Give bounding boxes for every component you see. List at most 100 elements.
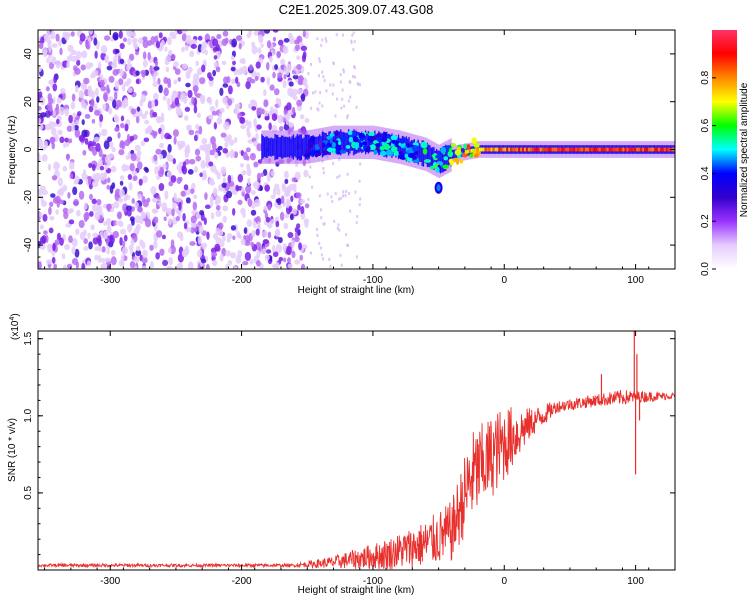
noise-speckle (99, 113, 104, 122)
noise-speckle (232, 208, 236, 216)
noise-speckle (256, 172, 262, 181)
noise-speckle (185, 197, 191, 204)
colorbar-label: Normalized spectral amplitude (739, 82, 750, 217)
noise-speckle (325, 39, 328, 43)
noise-speckle (334, 191, 337, 195)
colorbar-tick-label: 0.8 (700, 70, 711, 84)
noise-speckle (203, 217, 207, 225)
signal-core (561, 147, 564, 152)
noise-speckle (218, 112, 222, 119)
noise-speckle (143, 137, 150, 143)
noise-speckle (84, 138, 89, 145)
noise-speckle (39, 96, 46, 105)
signal-band (367, 131, 369, 154)
noise-speckle (151, 99, 155, 109)
noise-speckle (84, 202, 88, 210)
signal-band (307, 134, 309, 160)
spectrogram-y-tick-label: 0 (23, 146, 34, 152)
signal-core (575, 147, 578, 152)
noise-speckle (358, 179, 361, 183)
noise-speckle (334, 114, 337, 118)
noise-speckle (130, 239, 135, 247)
noise-speckle (129, 163, 135, 172)
noise-speckle (173, 79, 178, 85)
noise-speckle (104, 164, 108, 170)
noise-speckle (135, 50, 139, 56)
noise-speckle (126, 208, 132, 217)
noise-speckle (222, 148, 229, 154)
noise-speckle (198, 225, 204, 234)
signal-blob (329, 138, 333, 144)
noise-speckle (220, 132, 227, 138)
noise-speckle (195, 123, 200, 130)
noise-speckle (201, 137, 208, 145)
noise-speckle (282, 243, 288, 252)
signal-core (590, 147, 593, 152)
noise-speckle (329, 264, 332, 268)
signal-core (494, 147, 497, 152)
signal-core (490, 147, 493, 152)
noise-speckle (75, 120, 80, 126)
noise-speckle (169, 31, 176, 38)
noise-speckle (181, 30, 188, 33)
snr-y-axis-label: SNR (10 * v/v) (7, 418, 18, 482)
signal-blob (435, 166, 440, 173)
noise-speckle (296, 223, 301, 229)
signal-core (628, 147, 631, 152)
signal-band (282, 135, 284, 159)
noise-speckle (212, 187, 218, 197)
noise-speckle (165, 66, 170, 73)
noise-speckle (149, 244, 154, 251)
noise-speckle (142, 51, 147, 60)
noise-speckle (240, 207, 246, 215)
noise-speckle (141, 256, 148, 264)
noise-speckle (59, 136, 65, 144)
signal-band (429, 145, 431, 168)
noise-speckle (193, 87, 198, 97)
noise-speckle (185, 226, 192, 233)
snr-multiplier: (x104) (9, 313, 21, 340)
noise-speckle (56, 97, 62, 104)
signal-core (636, 147, 639, 152)
noise-speckle (199, 94, 206, 102)
noise-speckle (196, 112, 201, 119)
noise-speckle (242, 151, 248, 161)
noise-speckle (114, 115, 120, 123)
noise-speckle (250, 241, 255, 247)
noise-speckle (261, 108, 265, 115)
noise-speckle (121, 240, 126, 247)
noise-speckle (339, 196, 342, 200)
signal-core (612, 147, 615, 152)
noise-speckle (134, 255, 140, 263)
noise-speckle (289, 36, 295, 45)
signal-core (559, 147, 562, 152)
noise-speckle (266, 40, 272, 49)
noise-speckle (66, 153, 70, 161)
spectrogram-y-tick-label: -40 (23, 237, 34, 252)
noise-speckle (38, 118, 42, 124)
noise-speckle (223, 76, 229, 84)
snr-multiplier-base: (x10 (10, 320, 21, 340)
signal-core (468, 149, 471, 154)
noise-speckle (253, 180, 260, 190)
noise-speckle (229, 149, 235, 159)
noise-speckle (233, 190, 238, 196)
noise-speckle (162, 259, 169, 267)
signal-blob (334, 130, 339, 137)
noise-speckle (167, 49, 173, 57)
noise-speckle (354, 190, 357, 194)
noise-speckle (159, 142, 164, 149)
noise-speckle (274, 64, 279, 70)
noise-speckle (346, 116, 349, 120)
noise-speckle (222, 205, 229, 212)
isolated-blob-core (436, 184, 441, 192)
noise-speckle (166, 152, 171, 162)
noise-speckle (241, 65, 248, 75)
signal-blob (450, 142, 456, 148)
noise-speckle (282, 45, 289, 55)
noise-speckle (233, 265, 238, 269)
noise-speckle (46, 57, 51, 64)
signal-core (567, 147, 570, 152)
noise-speckle (137, 193, 142, 200)
noise-speckle (336, 97, 339, 101)
